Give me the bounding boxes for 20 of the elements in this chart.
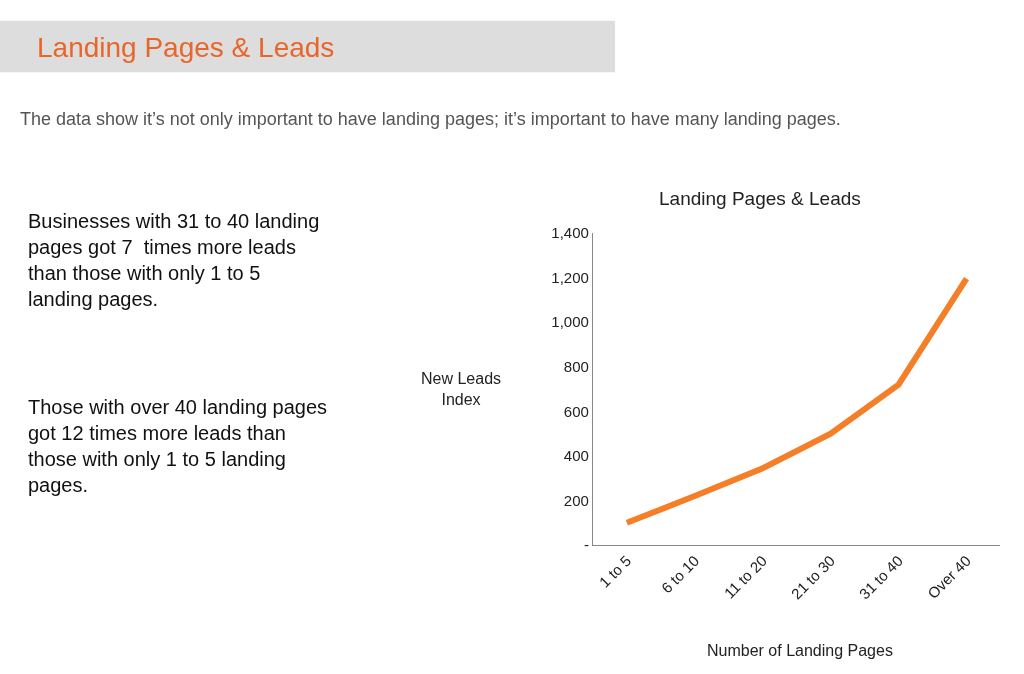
x-tick-label: 11 to 20 [720, 552, 771, 602]
y-tick-label: 600 [563, 402, 589, 420]
y-tick-label: 1,000 [551, 313, 589, 331]
y-tick-label: 400 [563, 447, 589, 465]
text: Landing Pages & Leads [37, 32, 335, 63]
x-tick-label: 31 to 40 [855, 552, 906, 603]
y-tick-label: 1,200 [551, 268, 589, 286]
x-axis-title: Number of Landing Pages [707, 642, 893, 659]
x-tick-label: 6 to 10 [657, 552, 703, 597]
x-tick-label: 21 to 30 [787, 552, 839, 603]
chart-title: Landing Pages & Leads [659, 188, 861, 209]
y-axis-title: New Leads Index [421, 370, 502, 408]
y-tick-label: - [583, 536, 589, 554]
text: The data show it’s not only important to have landing pages; it’s important to have many landing pages. [20, 109, 841, 129]
x-tick-label: 1 to 5 [595, 552, 635, 591]
y-tick-label: 200 [563, 491, 589, 509]
text: Businesses with 31 to 40 landing pages got 7 times more leads than those with only 1 to 5 landing pages. [28, 210, 320, 310]
y-tick-label: 1,400 [551, 224, 589, 242]
text: Those with over 40 landing pages got 12 times more leads than those with only 1 to 5 landing pages. [28, 396, 328, 496]
y-tick-label: 800 [563, 358, 589, 376]
